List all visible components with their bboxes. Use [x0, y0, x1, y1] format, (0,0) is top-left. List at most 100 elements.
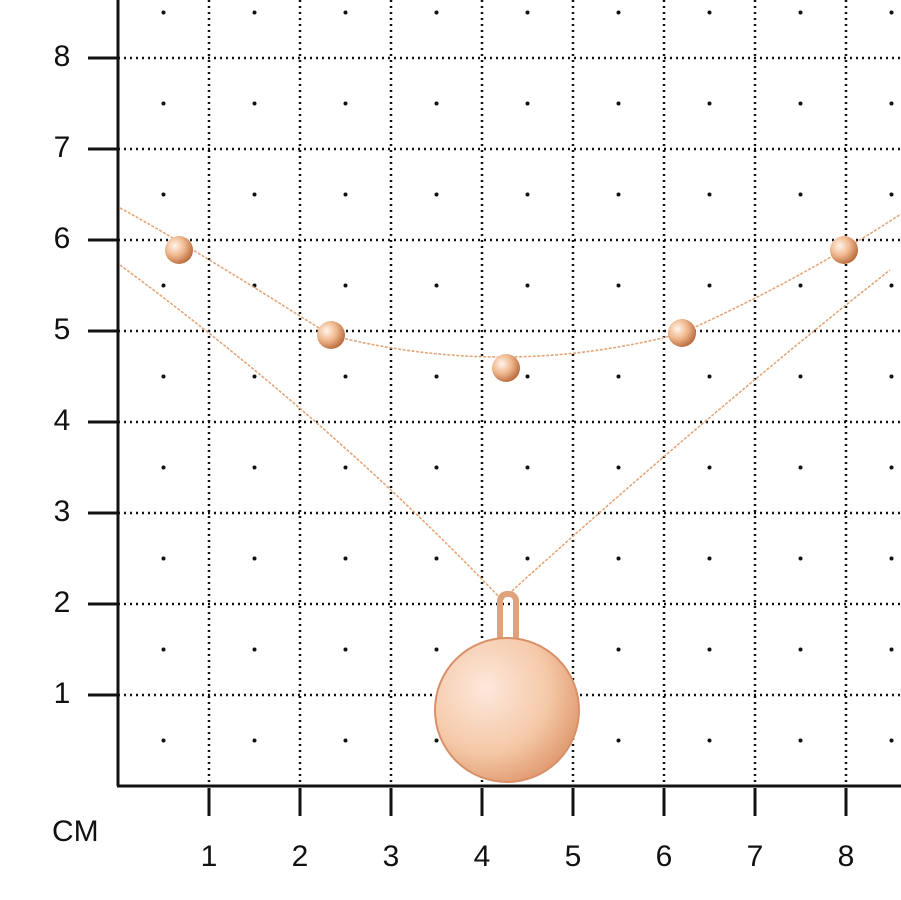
grid-dot	[343, 101, 348, 106]
grid-dot	[252, 738, 257, 743]
grid-dot	[434, 374, 439, 379]
bead	[492, 354, 520, 382]
grid-dot	[798, 738, 803, 743]
grid-dot	[525, 192, 530, 197]
grid-dot	[161, 10, 166, 15]
grid-dot	[343, 465, 348, 470]
y-tick-label: 2	[54, 586, 71, 619]
grid-dot	[798, 374, 803, 379]
grid-dot	[707, 192, 712, 197]
grid-dot	[161, 647, 166, 652]
grid-dot	[707, 283, 712, 288]
bead	[317, 321, 345, 349]
grid-dot	[434, 192, 439, 197]
grid-dot	[161, 283, 166, 288]
grid-dot	[616, 647, 621, 652]
grid-dot	[343, 192, 348, 197]
grid-dot	[343, 647, 348, 652]
x-tick-label: 4	[474, 840, 491, 873]
grid-dot	[343, 283, 348, 288]
grid-dot	[616, 465, 621, 470]
short-chain	[119, 207, 901, 358]
grid-dot	[252, 647, 257, 652]
grid-dot	[252, 465, 257, 470]
grid-dot	[343, 374, 348, 379]
grid-dot	[798, 465, 803, 470]
grid-dot	[707, 10, 712, 15]
y-tick-label: 3	[54, 495, 71, 528]
grid-dot	[434, 738, 439, 743]
y-tick-label: 6	[54, 222, 71, 255]
grid-dot	[798, 101, 803, 106]
grid-dot	[434, 465, 439, 470]
long-chain	[119, 264, 891, 602]
grid-dot	[889, 374, 894, 379]
grid-dot	[343, 10, 348, 15]
grid-dot	[889, 738, 894, 743]
x-tick-label: 2	[292, 840, 309, 873]
unit-label: CM	[52, 815, 99, 848]
grid-dot	[616, 101, 621, 106]
grid-dot	[161, 192, 166, 197]
grid-dot	[525, 465, 530, 470]
grid-dot	[434, 556, 439, 561]
grid-dot	[707, 647, 712, 652]
grid-dot	[889, 101, 894, 106]
x-tick-label: 6	[656, 840, 673, 873]
grid-dot	[798, 283, 803, 288]
y-tick-label: 7	[54, 131, 71, 164]
grid-dot	[707, 374, 712, 379]
grid-dot	[889, 283, 894, 288]
grid-dot	[252, 10, 257, 15]
bead	[165, 236, 193, 264]
grid-dot	[252, 192, 257, 197]
grid-dot	[434, 10, 439, 15]
x-tick-label: 5	[565, 840, 582, 873]
y-tick-label: 4	[54, 404, 71, 437]
grid-dot	[889, 10, 894, 15]
grid-dot	[525, 283, 530, 288]
grid-dot	[434, 101, 439, 106]
bead	[668, 319, 696, 347]
grid-dot	[707, 738, 712, 743]
grid-dot	[161, 465, 166, 470]
grid-dot	[798, 647, 803, 652]
grid-dot	[525, 101, 530, 106]
grid-dot	[889, 192, 894, 197]
grid-dot	[252, 374, 257, 379]
grid-dot	[798, 192, 803, 197]
pendant	[434, 637, 580, 783]
grid-dot	[616, 10, 621, 15]
grid-dot	[616, 283, 621, 288]
grid-dot	[525, 10, 530, 15]
grid-dot	[616, 192, 621, 197]
grid-dot	[616, 738, 621, 743]
bead	[830, 236, 858, 264]
grid-dot	[889, 647, 894, 652]
grid-dot	[161, 101, 166, 106]
grid-dot	[343, 738, 348, 743]
grid-dot	[889, 465, 894, 470]
x-tick-label: 1	[201, 840, 218, 873]
grid-dot	[434, 647, 439, 652]
y-tick-label: 5	[54, 313, 71, 346]
x-tick-label: 8	[838, 840, 855, 873]
grid-dot	[252, 101, 257, 106]
grid-dot	[707, 465, 712, 470]
grid-dot	[798, 556, 803, 561]
grid-dot	[343, 556, 348, 561]
grid-dot	[707, 556, 712, 561]
grid-dot	[525, 556, 530, 561]
grid-dot	[161, 556, 166, 561]
x-tick-label: 7	[747, 840, 764, 873]
grid-dot	[161, 738, 166, 743]
grid-dot	[707, 101, 712, 106]
grid-dot	[525, 374, 530, 379]
grid-dot	[616, 374, 621, 379]
grid-dot	[161, 374, 166, 379]
x-tick-label: 3	[383, 840, 400, 873]
y-tick-label: 8	[54, 40, 71, 73]
grid-dot	[889, 556, 894, 561]
grid-dot	[252, 556, 257, 561]
